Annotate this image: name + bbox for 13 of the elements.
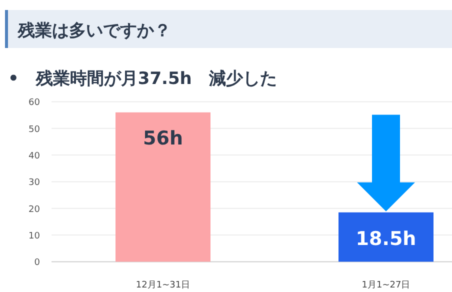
data-label: 56h	[143, 127, 183, 150]
y-tick-label: 10	[28, 232, 40, 242]
y-tick-label: 40	[28, 152, 40, 162]
data-label: 18.5h	[356, 228, 416, 250]
chart-subtitle: • 残業時間が月37.5h 減少した	[8, 69, 277, 89]
y-tick-label: 30	[28, 178, 40, 188]
y-tick-label: 20	[28, 204, 40, 215]
y-tick-label: 0	[34, 258, 40, 268]
y-tick-label: 50	[28, 124, 40, 135]
x-tick-label: 12月1~31日	[136, 280, 190, 291]
x-tick-label: 1月1~27日	[362, 280, 410, 291]
y-tick-label: 60	[28, 98, 40, 108]
chart-title: 残業は多いですか？	[17, 21, 171, 41]
